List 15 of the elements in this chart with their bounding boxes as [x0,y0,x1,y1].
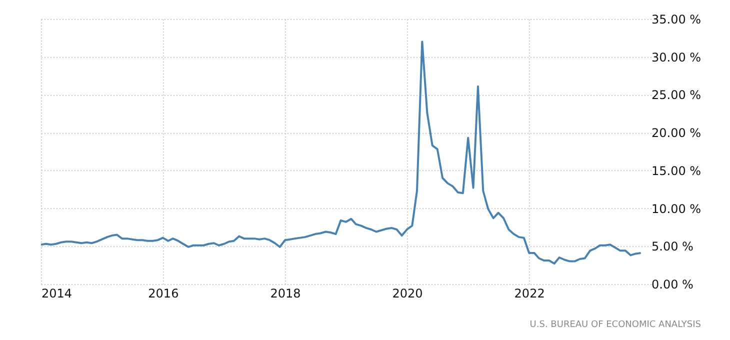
y-tick-label: 0.00 % [652,278,694,292]
y-tick-label: 10.00 % [652,202,702,216]
x-tick-label: 2016 [148,286,179,300]
y-tick-label: 15.00 % [652,164,702,178]
y-tick-label: 35.00 % [652,12,702,26]
text: U.S. BUREAU OF ECONOMIC ANALYSIS [530,320,702,330]
x-tick-label: 2014 [42,286,72,300]
y-tick-label: 20.00 % [652,126,702,140]
line-series [40,40,642,265]
y-tick-label: 30.00 % [652,50,702,64]
y-tick-label: 5.00 % [652,240,694,254]
y-tick-label: 25.00 % [652,88,702,102]
x-tick-label: 2018 [270,286,301,300]
x-tick-label: 2020 [392,286,423,300]
x-tick-label: 2022 [514,286,545,300]
